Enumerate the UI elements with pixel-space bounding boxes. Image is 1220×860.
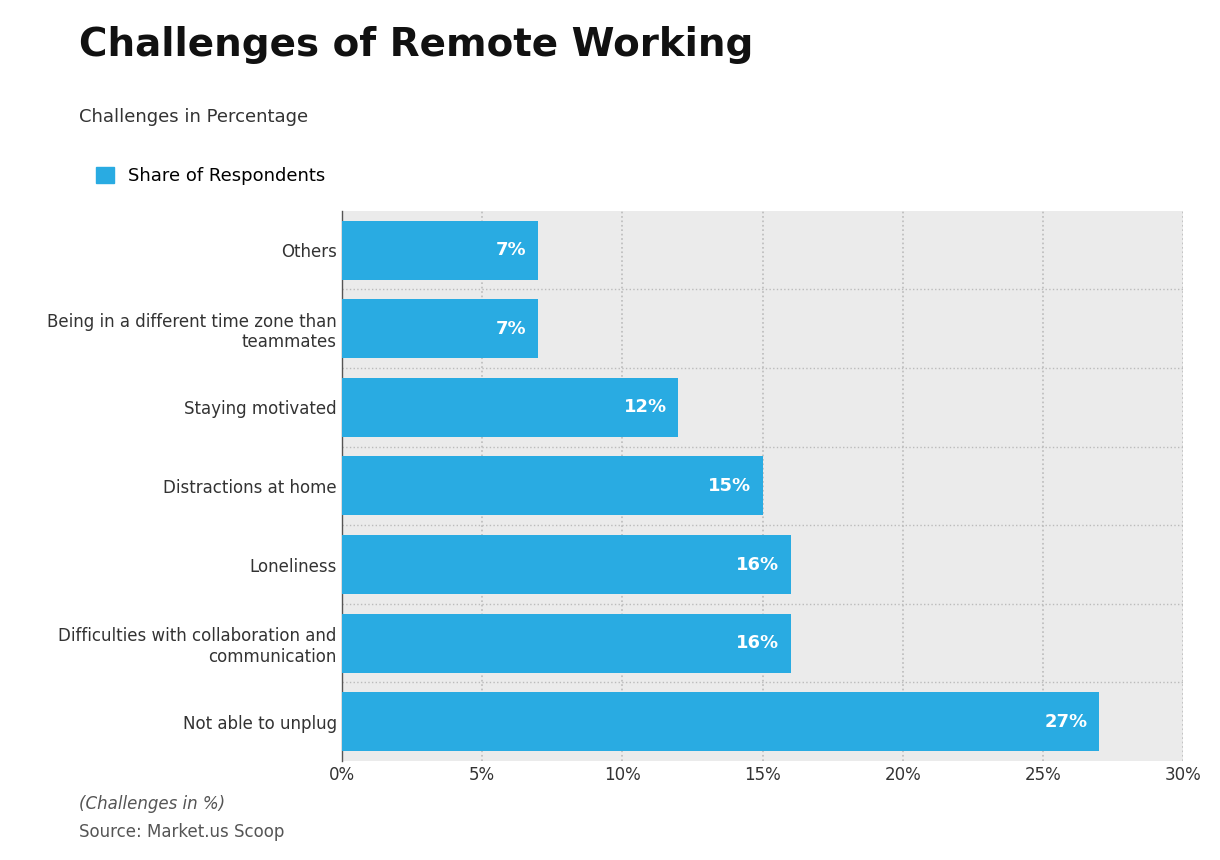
Text: Source: Market.us Scoop: Source: Market.us Scoop bbox=[79, 823, 284, 841]
Text: (Challenges in %): (Challenges in %) bbox=[79, 795, 226, 813]
Legend: Share of Respondents: Share of Respondents bbox=[88, 159, 333, 193]
Bar bbox=[342, 378, 678, 437]
Text: 27%: 27% bbox=[1044, 713, 1088, 731]
Text: 7%: 7% bbox=[497, 320, 527, 338]
Text: 12%: 12% bbox=[623, 398, 667, 416]
Bar bbox=[342, 299, 538, 358]
Bar bbox=[342, 535, 791, 594]
Bar bbox=[342, 692, 1099, 752]
Text: 16%: 16% bbox=[736, 634, 780, 652]
Text: 16%: 16% bbox=[736, 556, 780, 574]
Text: 7%: 7% bbox=[497, 241, 527, 259]
Bar bbox=[342, 457, 762, 515]
Text: Challenges in Percentage: Challenges in Percentage bbox=[79, 108, 309, 126]
Bar bbox=[342, 614, 791, 673]
Text: 15%: 15% bbox=[708, 477, 752, 494]
Text: Challenges of Remote Working: Challenges of Remote Working bbox=[79, 26, 754, 64]
Bar bbox=[342, 220, 538, 280]
